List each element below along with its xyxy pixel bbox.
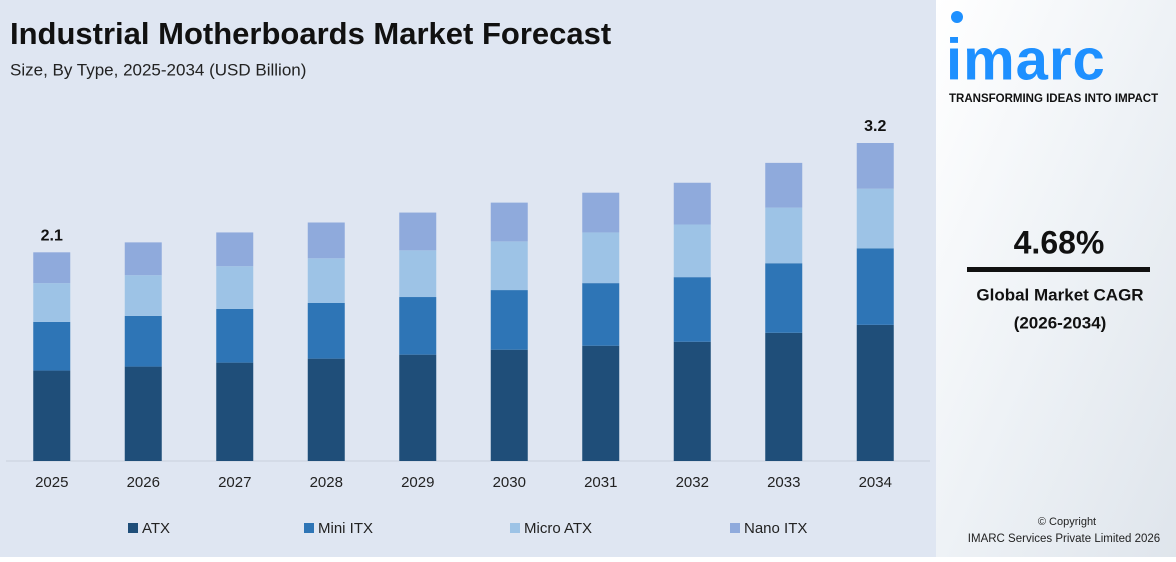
bar-segment [490, 290, 528, 350]
bar-segment [124, 366, 162, 461]
bar-segment [856, 143, 894, 189]
bar-segment [490, 241, 528, 291]
tagline: TRANSFORMING IDEAS INTO IMPACT [949, 93, 1158, 105]
bar-segment [216, 308, 254, 363]
bar-segment [307, 258, 345, 303]
legend-swatch [730, 523, 740, 533]
bar-segment [399, 297, 437, 355]
legend-label: Micro ATX [524, 520, 592, 537]
company: IMARC Services Private Limited 2026 [968, 533, 1160, 545]
bar-segment [307, 358, 345, 461]
logo: imarc [946, 27, 1106, 92]
bar-segment [399, 354, 437, 461]
legend-label: Mini ITX [318, 520, 373, 537]
x-tick-label: 2026 [127, 474, 160, 491]
legend-swatch [510, 523, 520, 533]
bar-segment [765, 332, 803, 461]
bar-segment [33, 370, 71, 461]
bar-segment [765, 263, 803, 333]
bar-segment [856, 188, 894, 249]
bar-segment [856, 248, 894, 325]
cagr-rule [967, 267, 1150, 272]
bar-segment [582, 232, 620, 284]
chart-title: Industrial Motherboards Market Forecast [10, 16, 611, 51]
legend-swatch [304, 523, 314, 533]
bar-segment [124, 275, 162, 316]
x-tick-label: 2032 [676, 474, 709, 491]
x-tick-label: 2028 [310, 474, 343, 491]
legend-swatch [128, 523, 138, 533]
x-tick-label: 2033 [767, 474, 800, 491]
bar-segment [490, 202, 528, 242]
chart-subtitle: Size, By Type, 2025-2034 (USD Billion) [10, 60, 306, 79]
bar-segment [33, 283, 71, 322]
x-tick-label: 2025 [35, 474, 68, 491]
logo-dot [951, 11, 963, 23]
bar-segment [673, 224, 711, 278]
bar-segment [216, 266, 254, 309]
total-label: 3.2 [864, 118, 886, 135]
bar-segment [307, 302, 345, 359]
bar-segment [765, 207, 803, 264]
x-tick-label: 2031 [584, 474, 617, 491]
bar-segment [307, 222, 345, 259]
bar-segment [673, 182, 711, 225]
bar-segment [399, 212, 437, 251]
cagr-period: (2026-2034) [1014, 313, 1107, 332]
bar-segment [33, 252, 71, 284]
total-label: 2.1 [41, 228, 63, 245]
x-tick-label: 2029 [401, 474, 434, 491]
bar-segment [673, 341, 711, 461]
x-tick-label: 2034 [859, 474, 892, 491]
copyright: © Copyright [1038, 516, 1096, 528]
bar-segment [216, 362, 254, 461]
bar-segment [399, 250, 437, 298]
x-tick-label: 2030 [493, 474, 526, 491]
bar-segment [582, 283, 620, 346]
legend-label: Nano ITX [744, 520, 807, 537]
bar-segment [124, 315, 162, 367]
legend-label: ATX [142, 520, 170, 537]
bar-segment [582, 192, 620, 233]
sidebar-background [936, 0, 1176, 557]
bar-segment [216, 232, 254, 267]
cagr-label: Global Market CAGR [976, 285, 1143, 304]
bar-segment [124, 242, 162, 276]
bar-segment [490, 349, 528, 461]
bar-segment [856, 324, 894, 461]
bar-segment [673, 277, 711, 342]
bar-segment [582, 345, 620, 461]
bar-segment [33, 321, 71, 371]
cagr-value: 4.68% [1014, 224, 1105, 260]
bar-segment [765, 162, 803, 208]
x-tick-label: 2027 [218, 474, 251, 491]
